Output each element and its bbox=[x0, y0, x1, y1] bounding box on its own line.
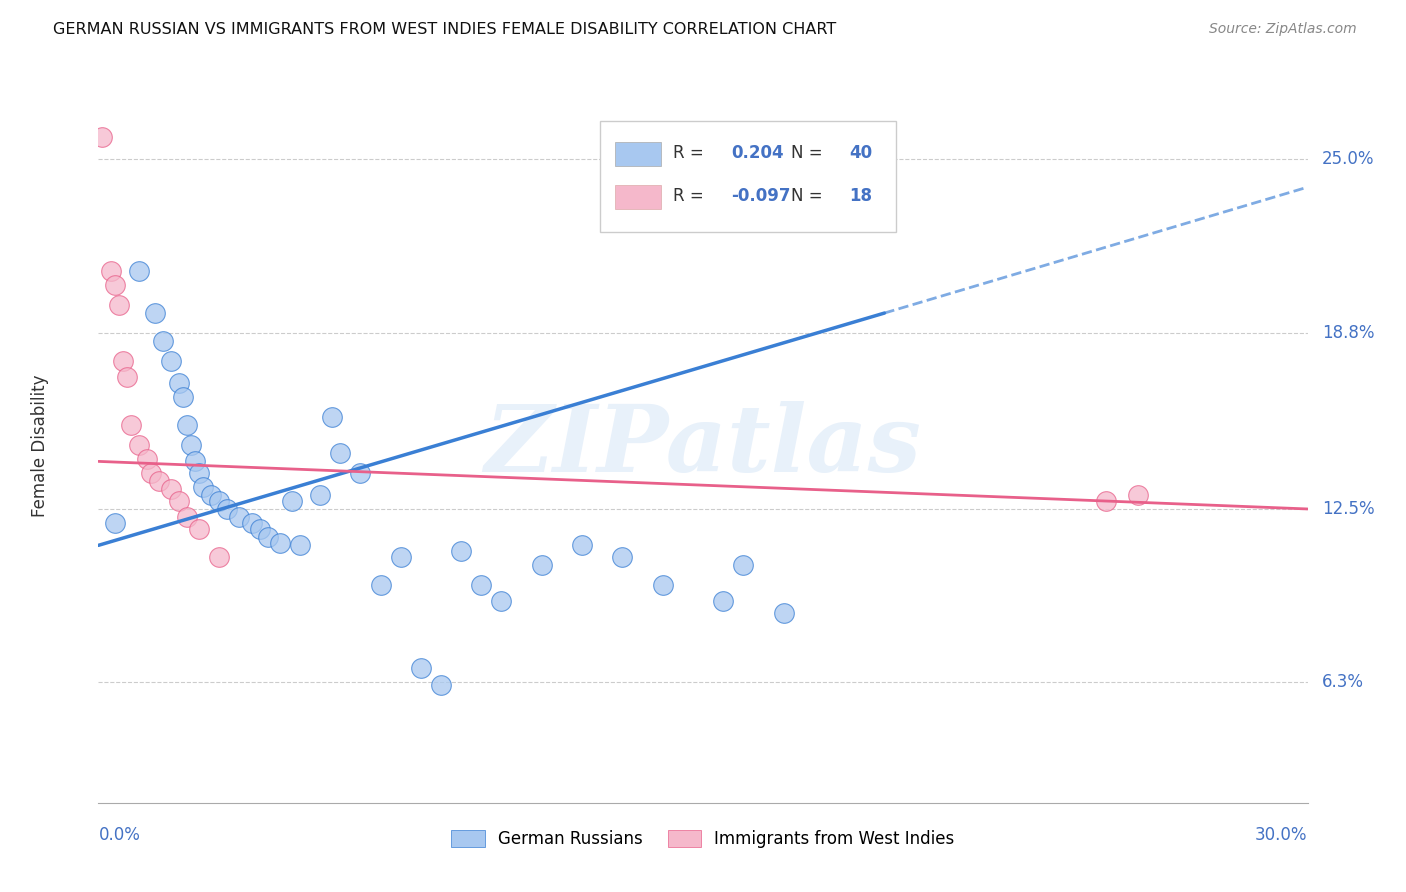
Point bbox=[370, 577, 392, 591]
Point bbox=[281, 493, 304, 508]
Point bbox=[1128, 488, 1150, 502]
Point bbox=[103, 516, 125, 530]
Point bbox=[152, 334, 174, 348]
Point bbox=[128, 437, 150, 451]
Point bbox=[184, 454, 207, 468]
Point bbox=[120, 417, 142, 432]
Point bbox=[91, 129, 114, 144]
Point bbox=[200, 488, 222, 502]
Point bbox=[188, 522, 211, 536]
Point bbox=[409, 661, 432, 675]
Point bbox=[111, 353, 134, 368]
Point bbox=[288, 538, 311, 552]
Point bbox=[103, 278, 125, 293]
Point bbox=[115, 370, 138, 384]
Text: 40: 40 bbox=[849, 145, 873, 162]
Point bbox=[167, 376, 190, 390]
Text: 0.204: 0.204 bbox=[731, 145, 783, 162]
Point bbox=[100, 264, 122, 278]
Point bbox=[167, 493, 190, 508]
Point bbox=[772, 606, 794, 620]
Point bbox=[217, 502, 239, 516]
Text: 0.0%: 0.0% bbox=[98, 826, 141, 844]
FancyBboxPatch shape bbox=[614, 142, 661, 166]
Point bbox=[143, 306, 166, 320]
Point bbox=[128, 264, 150, 278]
Point bbox=[228, 510, 250, 524]
Text: -0.097: -0.097 bbox=[731, 187, 790, 205]
Point bbox=[651, 577, 673, 591]
Point bbox=[470, 577, 492, 591]
Point bbox=[450, 544, 472, 558]
Point bbox=[148, 474, 170, 488]
Point bbox=[160, 353, 183, 368]
Point bbox=[240, 516, 263, 530]
Point bbox=[309, 488, 332, 502]
Point bbox=[208, 493, 231, 508]
FancyBboxPatch shape bbox=[614, 185, 661, 209]
Point bbox=[1095, 493, 1118, 508]
Point bbox=[329, 446, 352, 460]
Point bbox=[180, 437, 202, 451]
Text: Source: ZipAtlas.com: Source: ZipAtlas.com bbox=[1209, 22, 1357, 37]
Point bbox=[249, 522, 271, 536]
Text: 25.0%: 25.0% bbox=[1322, 150, 1375, 169]
Point bbox=[571, 538, 593, 552]
Point bbox=[269, 535, 291, 549]
Text: 18.8%: 18.8% bbox=[1322, 324, 1375, 342]
Point bbox=[135, 451, 157, 466]
Point bbox=[530, 558, 553, 572]
Legend: German Russians, Immigrants from West Indies: German Russians, Immigrants from West In… bbox=[444, 823, 962, 855]
Text: N =: N = bbox=[792, 187, 823, 205]
Point bbox=[176, 510, 198, 524]
Point bbox=[612, 549, 634, 564]
FancyBboxPatch shape bbox=[600, 121, 897, 232]
Point bbox=[256, 530, 278, 544]
Point bbox=[389, 549, 412, 564]
Point bbox=[176, 417, 198, 432]
Point bbox=[193, 479, 215, 493]
Point bbox=[711, 594, 734, 608]
Text: 12.5%: 12.5% bbox=[1322, 500, 1375, 518]
Text: GERMAN RUSSIAN VS IMMIGRANTS FROM WEST INDIES FEMALE DISABILITY CORRELATION CHAR: GERMAN RUSSIAN VS IMMIGRANTS FROM WEST I… bbox=[53, 22, 837, 37]
Text: R =: R = bbox=[672, 187, 703, 205]
Point bbox=[491, 594, 513, 608]
Text: Female Disability: Female Disability bbox=[31, 375, 49, 517]
Text: ZIPatlas: ZIPatlas bbox=[485, 401, 921, 491]
Text: 6.3%: 6.3% bbox=[1322, 673, 1364, 691]
Point bbox=[733, 558, 755, 572]
Point bbox=[160, 483, 183, 497]
Point bbox=[107, 298, 129, 312]
Point bbox=[188, 466, 211, 480]
Point bbox=[208, 549, 231, 564]
Text: N =: N = bbox=[792, 145, 823, 162]
Point bbox=[172, 390, 194, 404]
Text: 18: 18 bbox=[849, 187, 872, 205]
Point bbox=[139, 466, 162, 480]
Point bbox=[321, 409, 343, 424]
Point bbox=[349, 466, 371, 480]
Text: R =: R = bbox=[672, 145, 703, 162]
Text: 30.0%: 30.0% bbox=[1256, 826, 1308, 844]
Point bbox=[430, 678, 453, 692]
